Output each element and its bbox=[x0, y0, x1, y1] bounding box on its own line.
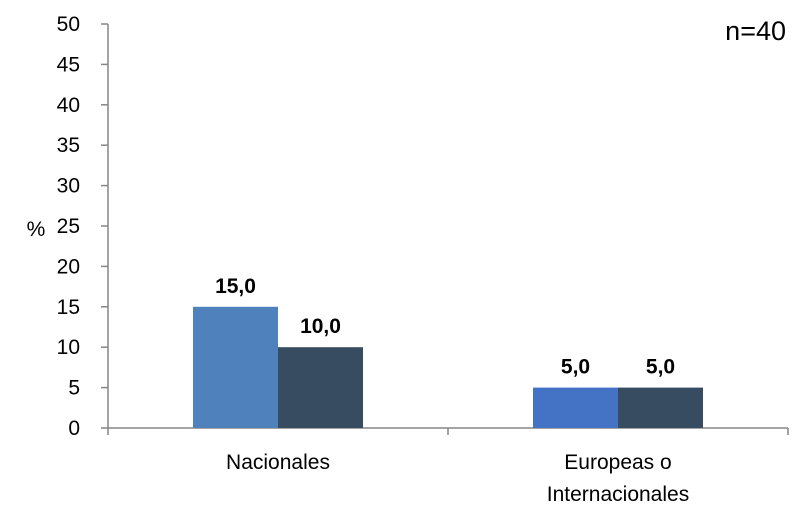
bar-1-1 bbox=[193, 306, 278, 428]
x-category-label: Internacionales bbox=[547, 483, 689, 502]
y-tick-label: 30 bbox=[57, 175, 80, 198]
data-labels-group: 15,0 10,0 5,0 5,0 bbox=[215, 275, 675, 379]
y-tick-label: 15 bbox=[57, 296, 80, 319]
sample-size-annotation: n=40 bbox=[725, 16, 786, 46]
y-tick-label: 10 bbox=[57, 336, 80, 359]
x-category-label: Nacionales bbox=[226, 451, 330, 474]
y-tick-label: 5 bbox=[68, 377, 80, 400]
bars-group bbox=[193, 306, 703, 428]
category-labels-group: Nacionales Europeas o Internacionales bbox=[226, 451, 689, 506]
bar-1-2 bbox=[533, 387, 618, 428]
x-category-label: Europeas o bbox=[564, 451, 671, 474]
x-ticks-group bbox=[107, 428, 789, 435]
y-tick-label: 45 bbox=[57, 53, 80, 76]
bar-2-2 bbox=[618, 387, 703, 428]
y-tick-label: 25 bbox=[57, 215, 80, 238]
bar-2-1 bbox=[278, 347, 363, 428]
y-tick-label: 50 bbox=[57, 13, 80, 36]
data-label: 5,0 bbox=[646, 356, 675, 379]
y-tick-label: 35 bbox=[57, 134, 80, 157]
data-label: 10,0 bbox=[300, 315, 341, 338]
data-label: 15,0 bbox=[215, 275, 256, 298]
y-ticks-group: 0 5 10 15 20 25 30 35 40 45 50 bbox=[57, 13, 108, 440]
y-tick-label: 40 bbox=[57, 94, 80, 117]
y-tick-label: 20 bbox=[57, 255, 80, 278]
data-label: 5,0 bbox=[561, 356, 590, 379]
y-axis-label: % bbox=[27, 218, 46, 241]
y-tick-label: 0 bbox=[68, 417, 80, 440]
